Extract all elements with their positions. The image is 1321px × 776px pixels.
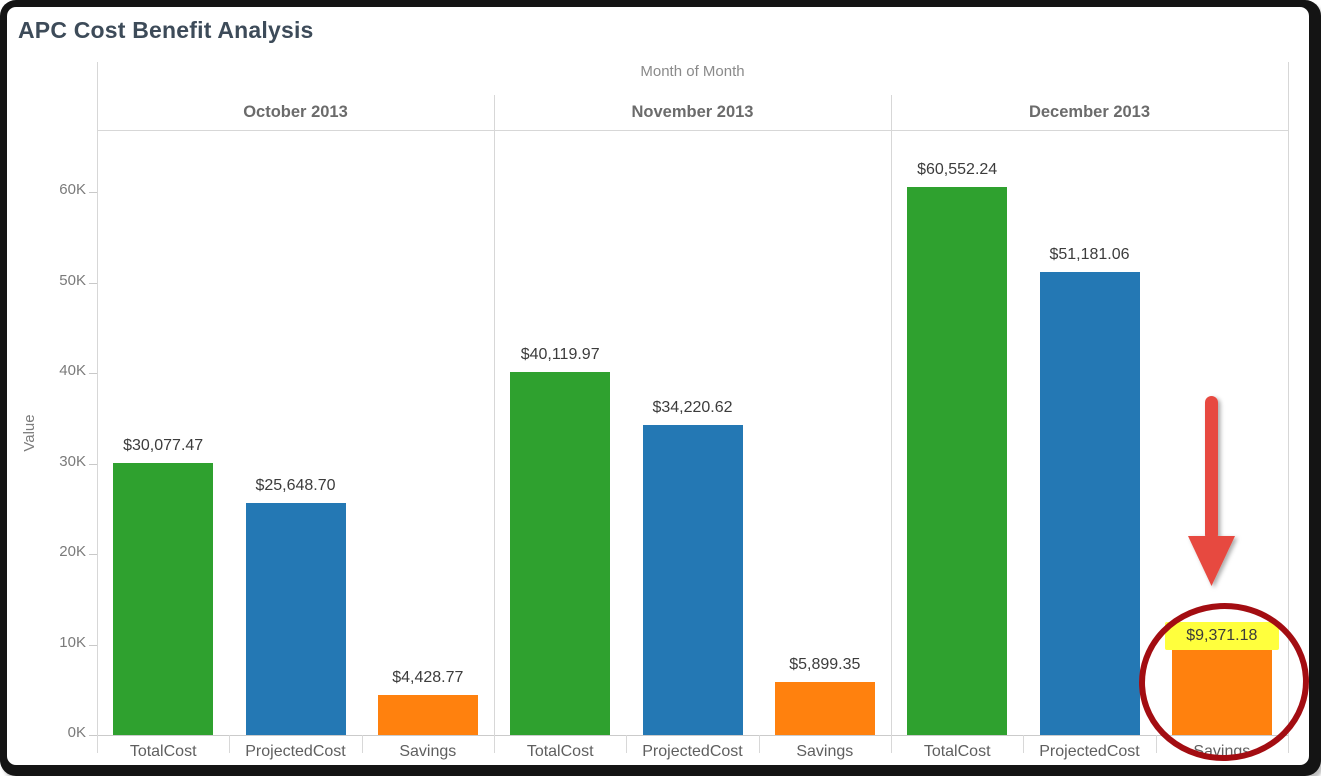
y-tick-mark [89,735,97,736]
category-tick [97,735,98,753]
category-tick [626,735,628,753]
bar-value-label: $40,119.97 [520,345,600,363]
dashboard-canvas: APC Cost Benefit Analysis Month of Month… [7,7,1309,765]
panel-divider [494,95,495,735]
plot-right-border [1288,62,1289,735]
bar-projectedcost-november[interactable] [642,425,743,735]
y-tick-label: 50K [59,271,86,289]
category-tick [229,735,231,753]
column-axis-title: Month of Month [640,63,745,80]
y-tick-mark [89,463,97,465]
category-label: TotalCost [526,743,594,760]
panel-header-month: October 2013 [243,103,348,121]
category-label: ProjectedCost [642,743,743,760]
bar-value-label: $4,428.77 [392,668,464,686]
category-tick [494,735,495,753]
down-arrow-icon [1188,396,1235,586]
category-tick [891,735,892,753]
y-tick-mark [89,192,97,193]
y-tick-label: 20K [59,543,86,560]
category-label: Savings [1193,743,1251,760]
panel-divider [891,95,892,735]
y-tick-mark [89,554,97,555]
bar-projectedcost-december[interactable] [1039,271,1140,735]
panel-header-month: December 2013 [1028,103,1151,121]
category-tick [758,735,760,753]
y-axis-line [97,62,98,735]
header-underline [97,130,1288,131]
bar-totalcost-october[interactable] [113,462,214,735]
category-label: TotalCost [923,743,991,760]
y-axis-title: Value [21,414,38,452]
y-tick-label: 60K [59,181,86,198]
bar-value-label: $60,552.24 [917,161,998,178]
category-label: Savings [796,743,854,760]
category-tick [361,735,363,753]
highlighted-value-label: $9,371.18 [1164,622,1279,651]
category-tick [1155,735,1157,753]
bar-value-label: $5,899.35 [789,655,861,673]
y-tick-label: 30K [59,452,86,470]
bar-savings-december[interactable] [1171,650,1272,735]
bar-value-label: $51,181.06 [1049,245,1130,263]
y-tick-mark [89,282,97,284]
bar-projectedcost-october[interactable] [245,502,346,735]
category-tick [1023,735,1025,753]
bar-value-label: $30,077.47 [123,436,204,454]
bar-savings-november[interactable] [774,681,875,735]
y-tick-label: 0K [67,724,86,741]
chart-area: APC Cost Benefit Analysis Month of Month… [7,7,1309,765]
y-tick-mark [89,373,97,374]
x-axis-line [97,735,1288,736]
bar-savings-october[interactable] [377,694,478,735]
y-tick-label: 10K [59,633,86,651]
category-label: TotalCost [129,743,197,760]
category-label: ProjectedCost [245,743,346,760]
panel-header-month: November 2013 [631,103,754,121]
y-tick-mark [89,644,97,646]
category-label: ProjectedCost [1039,743,1140,760]
category-tick [1288,735,1289,753]
chart-title: APC Cost Benefit Analysis [18,17,314,43]
bar-value-label: $25,648.70 [255,476,336,494]
category-label: Savings [399,743,457,760]
bar-totalcost-november[interactable] [510,371,611,735]
y-tick-label: 40K [59,362,86,379]
bar-totalcost-december[interactable] [907,187,1008,735]
bar-value-label: $34,220.62 [652,399,733,417]
